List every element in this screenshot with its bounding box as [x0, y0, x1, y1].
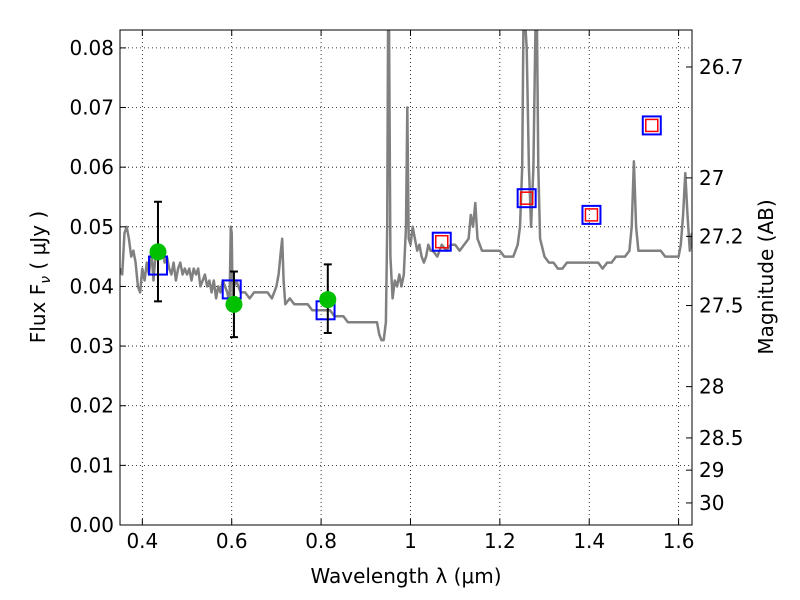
x-tick-label: 1.6	[663, 529, 695, 553]
y-axis-title-main: Flux F	[26, 284, 50, 343]
blue-square-marker	[516, 188, 537, 209]
x-tick-label: 1	[404, 529, 417, 553]
x-tick-label: 1.2	[484, 529, 516, 553]
plot-frame	[119, 29, 693, 526]
mag-tick-label: 26.7	[699, 55, 744, 79]
red-square-marker	[645, 118, 659, 133]
red-square-marker	[584, 208, 599, 222]
y-axis-title-unit: ( μJy )	[26, 211, 50, 276]
green-circle-marker	[225, 295, 243, 313]
x-tick-label: 0.8	[305, 529, 337, 553]
y-tick-label: 0.01	[69, 453, 114, 477]
blue-square-marker	[641, 115, 662, 136]
mag-tick-label: 28	[699, 375, 724, 399]
ticks: 0.4 0.6 0.8 1 1.2 1.4 1.6 0.00 0.01 0.02 0.03 0.04 0…	[69, 30, 744, 553]
y-tick-label: 0.07	[69, 96, 114, 120]
y-tick-label: 0.00	[69, 513, 114, 537]
model-spectrum	[120, 30, 692, 342]
x-axis-title: Wavelength λ (μm)	[310, 564, 501, 588]
blue-square-marker	[431, 231, 452, 252]
mag-tick-label: 28.5	[699, 426, 744, 450]
x-tick-label: 1.4	[573, 529, 605, 553]
mag-tick-label: 29	[699, 458, 724, 482]
y-tick-label: 0.08	[69, 36, 114, 60]
photometry-points	[147, 115, 662, 339]
x-tick-label: 0.6	[216, 529, 248, 553]
mag-tick-label: 27	[699, 166, 724, 190]
y2-axis-title: Magnitude (AB)	[754, 199, 778, 354]
y-tick-label: 0.02	[69, 394, 114, 418]
x-tick-label: 0.4	[126, 529, 158, 553]
red-square-marker	[435, 234, 449, 249]
mag-tick-label: 27.5	[699, 294, 744, 318]
green-circle-marker	[149, 243, 167, 261]
mag-tick-label: 27.2	[699, 224, 744, 248]
green-circle-marker	[319, 291, 337, 309]
y-tick-label: 0.04	[69, 274, 114, 298]
y-axis-title: Flux Fν ( μJy )	[26, 211, 54, 343]
mag-tick-label: 30	[699, 491, 724, 515]
red-square-marker	[519, 191, 534, 205]
y-axis-title-sub: ν	[38, 276, 54, 284]
spectrum-line	[120, 30, 692, 342]
y-tick-label: 0.03	[69, 334, 114, 358]
y-tick-label: 0.05	[69, 215, 114, 239]
y-tick-label: 0.06	[69, 155, 114, 179]
blue-square-marker	[581, 204, 602, 225]
